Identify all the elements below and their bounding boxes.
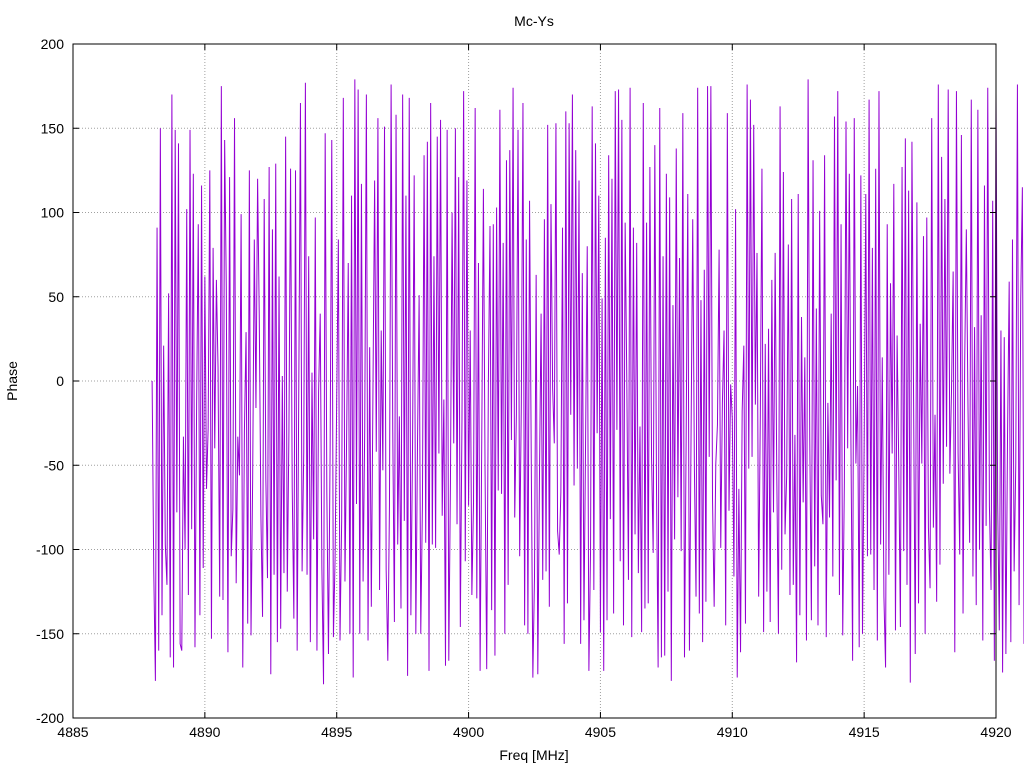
y-tick-label: -200 <box>36 710 64 726</box>
y-tick-label: 150 <box>41 120 65 136</box>
y-tick-label: 100 <box>41 205 65 221</box>
y-axis-label: Phase <box>4 361 20 401</box>
x-tick-label: 4920 <box>980 724 1011 740</box>
phase-series-line <box>151 79 1024 685</box>
plot-series-layer <box>151 79 1024 685</box>
x-axis-label: Freq [MHz] <box>499 747 568 763</box>
y-tick-label: -100 <box>36 542 64 558</box>
chart-title: Mc-Ys <box>514 13 554 29</box>
y-tick-label: 200 <box>41 36 65 52</box>
x-tick-label: 4900 <box>453 724 484 740</box>
x-tick-label: 4910 <box>717 724 748 740</box>
y-tick-label: -150 <box>36 626 64 642</box>
x-tick-label: 4905 <box>585 724 616 740</box>
y-tick-label: 50 <box>48 289 64 305</box>
x-tick-label: 4915 <box>849 724 880 740</box>
y-tick-label: -50 <box>44 457 64 473</box>
x-tick-label: 4895 <box>321 724 352 740</box>
axis-ticks: 4885 4890 4895 4900 4905 4910 4915 4920 -200 -150… <box>36 36 1012 740</box>
x-tick-label: 4885 <box>57 724 88 740</box>
y-tick-label: 0 <box>56 373 64 389</box>
x-tick-label: 4890 <box>189 724 220 740</box>
